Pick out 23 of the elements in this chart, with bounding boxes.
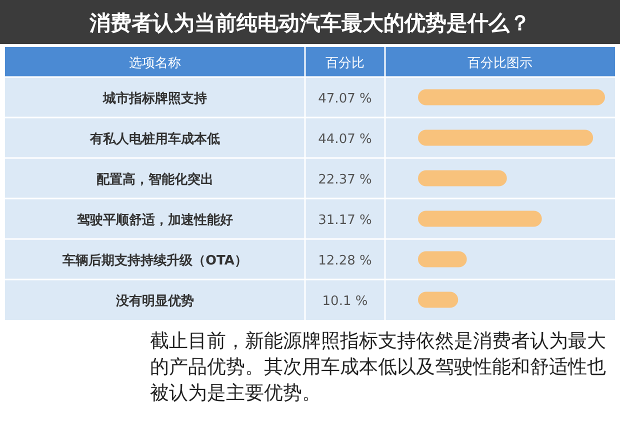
y-tick-label: 配置高，智能化突出 <box>96 171 214 188</box>
data-label: 22.37 % <box>318 172 372 188</box>
y-axis-title: 选项名称 <box>129 56 181 71</box>
bar <box>418 251 467 268</box>
data-label: 31.17 % <box>318 212 372 228</box>
data-label: 10.1 % <box>322 294 368 309</box>
bar <box>418 130 594 146</box>
y-tick-label: 驾驶平顺舒适，加速性能好 <box>76 212 233 228</box>
x-axis-title: 百分比图示 <box>468 56 532 71</box>
y-tick-label: 车辆后期支持持续升级（OTA） <box>62 252 248 268</box>
text: 截止目前，新能源牌照指标支持依然是消费者认为最大的产品优势。其次用车成本低以及驾驶性能和舒适性也被认为是主要优势。 <box>150 329 607 406</box>
bar <box>418 89 605 106</box>
y-tick-label: 没有明显优势 <box>115 292 194 309</box>
bar <box>418 292 458 308</box>
text: 百分比 <box>326 56 364 71</box>
bar <box>418 210 542 227</box>
y-tick-label: 有私人电桩用车成本低 <box>89 130 220 147</box>
data-label: 12.28 % <box>318 253 372 268</box>
chart-title: 消费者认为当前纯电动汽车最大的优势是什么？ <box>88 11 530 35</box>
data-label: 44.07 % <box>318 132 372 147</box>
bar <box>418 170 507 186</box>
y-tick-label: 城市指标牌照支持 <box>102 90 207 106</box>
data-label: 47.07 % <box>318 91 372 106</box>
